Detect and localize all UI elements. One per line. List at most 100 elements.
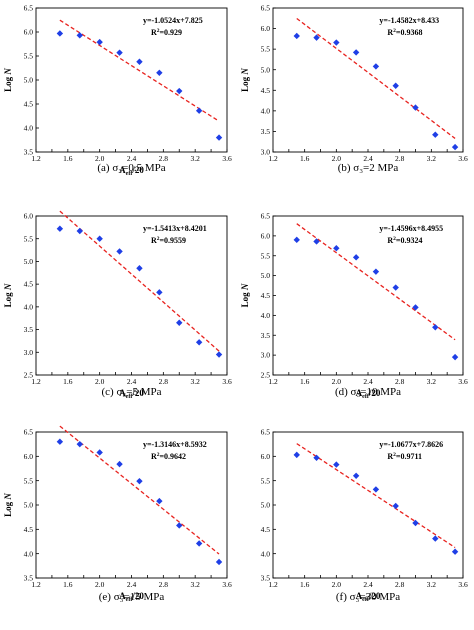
y-tick-label: 5.5 <box>261 476 271 485</box>
data-point <box>412 519 419 527</box>
data-point <box>352 254 360 261</box>
chart-panel-1: 1.2 1.6 2.0 2.4 2.8 3.2 3.6 3.5 4.0 4.5 5.0 5.5 6.0 6… <box>3 4 232 177</box>
chart-panel-5: 1.2 1.6 2.0 2.4 2.8 3.2 3.6 3.5 4.0 4.5 5.0 5.5 6.0 6… <box>3 425 232 603</box>
y-tick-label: 6.0 <box>24 452 34 461</box>
y-axis-label: Log N <box>240 283 250 307</box>
data-point <box>392 502 399 510</box>
data-point <box>56 438 64 445</box>
x-tick-label: 2.0 <box>95 154 105 163</box>
data-point <box>116 460 123 468</box>
y-tick-label: 3.0 <box>261 351 271 360</box>
x-tick-label: 3.2 <box>427 154 437 163</box>
y-tick-label: 3.5 <box>24 148 34 157</box>
fit-equation: y=-1.0524x+7.825 <box>143 16 203 25</box>
chart-panel-2: 1.2 1.6 2.0 2.4 2.8 3.2 3.6 3.0 3.5 4.0 4.5 5.0 5.5 6… <box>240 4 468 174</box>
x-tick-label: 2.4 <box>127 377 137 386</box>
y-tick-label: 2.5 <box>261 371 271 380</box>
data-point <box>56 225 64 232</box>
data-point <box>372 268 380 275</box>
data-point <box>136 58 143 65</box>
data-point <box>176 87 183 95</box>
data-point <box>156 497 163 505</box>
data-point <box>333 39 340 46</box>
data-point <box>215 134 223 141</box>
data-point <box>293 32 300 40</box>
x-tick-label: 3.2 <box>427 580 437 589</box>
x-axis-label: Aeff/20 <box>356 388 381 400</box>
y-tick-label: 6.5 <box>261 428 271 437</box>
y-axis-label: Log N <box>240 68 250 92</box>
x-tick-label: 2.8 <box>159 377 169 386</box>
y-tick-label: 4.0 <box>261 311 271 320</box>
y-tick-label: 6.0 <box>261 231 271 240</box>
x-tick-label: 1.2 <box>268 580 278 589</box>
y-tick-label: 6.0 <box>261 24 271 33</box>
data-point <box>215 351 223 358</box>
data-point <box>293 451 300 459</box>
fit-equation: y=-1.4582x+8.433 <box>379 16 439 25</box>
fit-equation: y=-1.5413x+8.4201 <box>143 224 207 233</box>
data-point <box>76 227 83 235</box>
y-tick-label: 4.0 <box>24 549 34 558</box>
data-point <box>432 535 439 542</box>
r-squared: R2=0.929 <box>151 28 182 37</box>
x-tick-label: 2.4 <box>363 580 373 589</box>
data-point <box>76 32 83 39</box>
r-squared: R2=0.9559 <box>151 236 186 245</box>
plot-frame <box>272 7 464 153</box>
x-tick-label: 2.8 <box>159 154 169 163</box>
x-tick-label: 3.2 <box>190 580 200 589</box>
data-point <box>156 289 163 296</box>
chart-panel-3: 1.2 1.6 2.0 2.4 2.8 3.2 3.6 2.5 3.0 3.5 4.0 4.5 5.0 5… <box>3 210 232 400</box>
panel-caption: (a) σ₃=0.5 MPa <box>97 162 165 174</box>
x-tick-label: 1.2 <box>268 154 278 163</box>
x-tick-label: 1.6 <box>300 580 310 589</box>
data-point <box>215 558 223 566</box>
panel-caption: (f) σ₃=30 MPa <box>336 591 400 603</box>
x-tick-label: 3.2 <box>427 377 437 386</box>
data-point <box>412 104 419 111</box>
y-axis-label: Log N <box>3 283 13 307</box>
x-tick-label: 3.6 <box>222 154 232 163</box>
y-tick-label: 6.0 <box>24 212 34 221</box>
data-point <box>392 82 399 89</box>
y-tick-label: 5.5 <box>261 251 271 260</box>
data-point <box>195 339 203 346</box>
data-point <box>451 143 459 151</box>
fit-equation: y=-1.0677x+7.8626 <box>379 440 443 449</box>
y-axis-label: Log N <box>3 493 13 517</box>
x-axis-label: Aeff/20 <box>119 165 144 177</box>
data-point <box>76 440 83 448</box>
x-tick-label: 3.6 <box>222 377 232 386</box>
y-tick-label: 5.5 <box>24 52 34 61</box>
y-tick-label: 6.5 <box>24 4 34 13</box>
data-point <box>56 30 64 37</box>
data-point <box>136 265 143 272</box>
data-point <box>333 461 340 468</box>
x-tick-label: 3.2 <box>190 154 200 163</box>
y-tick-label: 4.0 <box>261 549 271 558</box>
x-tick-label: 2.8 <box>395 580 405 589</box>
y-tick-label: 5.0 <box>24 257 34 266</box>
data-point <box>352 49 360 56</box>
x-tick-label: 2.4 <box>363 154 373 163</box>
data-point <box>313 34 320 41</box>
data-point <box>156 69 163 76</box>
data-point <box>372 63 380 70</box>
x-tick-label: 1.6 <box>63 377 73 386</box>
plot-frame <box>35 215 228 376</box>
data-point <box>176 522 183 529</box>
y-tick-label: 5.0 <box>261 501 271 510</box>
data-point <box>96 449 103 456</box>
x-tick-label: 3.6 <box>458 580 468 589</box>
y-tick-label: 3.5 <box>261 331 271 340</box>
data-point <box>116 248 123 255</box>
x-tick-label: 3.6 <box>458 154 468 163</box>
y-tick-label: 5.0 <box>261 271 271 280</box>
x-axis-label: Aeff/20 <box>356 591 381 603</box>
data-point <box>392 284 399 291</box>
data-point <box>313 454 320 461</box>
fit-line <box>59 425 220 555</box>
y-tick-label: 3.5 <box>261 574 271 583</box>
